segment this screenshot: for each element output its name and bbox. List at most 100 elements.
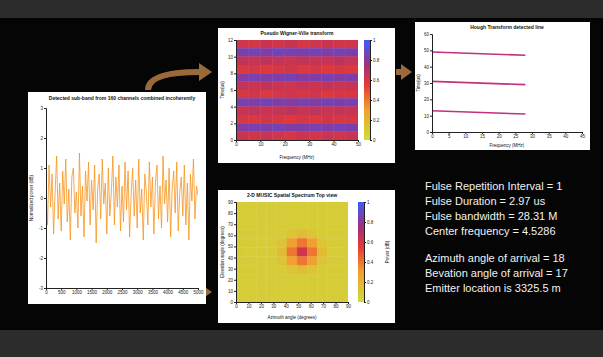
tick-label: 0 [367,300,370,305]
heatmap-cell [260,90,272,98]
heatmap-cell [346,48,358,56]
heatmap-cell [317,238,327,247]
tick: 40 [332,140,338,147]
panel-background [218,190,395,323]
heatmap-cell [248,65,260,73]
signal-line [46,153,198,243]
x-axis: 0500100015002000250030003500400045005000 [45,288,204,295]
heatmap-cell [267,220,277,229]
heatmap-cell [297,284,307,293]
heatmap-cell [285,40,297,48]
heatmap-cell [297,82,309,90]
tick-label: 30 [271,304,277,309]
plot-marks [236,40,358,140]
tick: 50 [296,302,302,309]
tick-label: 20 [228,278,234,283]
heatmap-cell [334,107,346,115]
y-axis: 0102030405060708090 [228,200,237,305]
heatmap-cell [307,229,317,238]
heatmap-cell [307,257,317,266]
heatmap-cell [277,257,287,266]
axis-line [237,303,349,305]
tick-label: 60 [309,304,315,309]
tick: 2000 [102,288,113,295]
tick-label: 4 [230,105,233,110]
tick-label: 40 [332,142,338,147]
panel-background [415,22,590,150]
heatmap-cell [277,202,287,211]
series-line [432,52,525,55]
heatmap-cell [267,266,277,275]
tick-label: 0.6 [373,78,380,83]
heatmap-cell [346,107,358,115]
heatmap-cell [309,98,321,106]
heatmap-cell [273,57,285,65]
heatmap-cell [334,57,346,65]
heatmap-cell [321,48,333,56]
axis-line [433,133,583,135]
tick-mark [234,269,236,270]
tick-label: 70 [228,222,234,227]
tick-label: 50 [356,142,362,147]
heatmap-cell [260,65,272,73]
tick-mark [430,83,432,84]
tick-label: 0 [45,290,48,295]
result-text: Center frequency = 4.5286 [425,225,556,237]
x-axis: 01020304050 [235,140,361,147]
tick-label: 0 [426,130,429,135]
axis-line [234,203,237,303]
heatmap-cell [273,107,285,115]
heatmap-cell [267,284,277,293]
tick: 30 [271,302,277,309]
heatmap-cell [285,57,297,65]
heatmap-cell [267,211,277,220]
heatmap-cell [285,82,297,90]
tick-label: 12 [228,38,234,43]
tick-label: 60 [424,32,430,37]
tick-mark [234,140,236,141]
heatmap-cell [287,247,297,256]
heatmap-cell [273,98,285,106]
heatmap-cell [256,247,266,256]
tick: 1000 [72,288,83,295]
heatmap-cell [346,82,358,90]
tick-mark [370,60,372,61]
tick: -1 [39,226,46,231]
tick-label: 0.2 [373,118,380,123]
tick: 40 [284,302,290,309]
tick-label: 80 [334,304,340,309]
tick: 2 [230,121,236,126]
tick: 0.4 [364,260,374,265]
heatmap-cell [236,247,246,256]
heatmap-cell [309,65,321,73]
tick-label: 1 [367,200,370,205]
tick: 1500 [87,288,98,295]
tick: 20 [228,278,236,283]
heatmap-cell [287,202,297,211]
plot-marks [432,52,525,114]
tick: 30 [228,267,236,272]
x-axis: 051015202530354045 [431,132,585,139]
heatmap-cell [338,220,348,229]
tick-label: 35 [547,134,553,139]
x-axis-title: Frequency (MHz) [280,155,315,160]
tick-mark [430,99,432,100]
heatmap-cell [277,247,287,256]
tick-label: 50 [228,244,234,249]
colorbar-axis: 00.20.40.60.81 [370,38,380,143]
series-line [432,111,525,114]
tick-mark [234,57,236,58]
heatmap-cell [273,123,285,131]
tick: 20 [424,97,432,102]
heatmap-cell [236,293,246,302]
tick: 90 [228,200,236,205]
tick-label: 1 [40,166,43,171]
heatmap-cell [346,57,358,65]
heatmap-cell [317,202,327,211]
heatmap-cell [334,115,346,123]
heatmap-cell [317,257,327,266]
heatmap-cell [236,73,248,81]
tick-label: 3 [40,106,43,111]
colorbar [358,202,364,302]
tick: 0 [431,132,434,139]
